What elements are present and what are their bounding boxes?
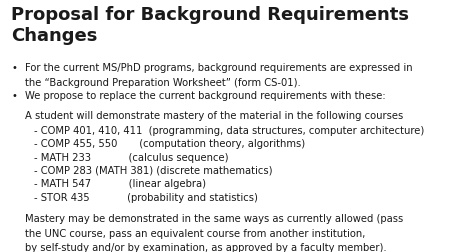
- Text: - MATH 547            (linear algebra): - MATH 547 (linear algebra): [34, 179, 206, 188]
- Text: - STOR 435            (probability and statistics): - STOR 435 (probability and statistics): [34, 192, 258, 202]
- Text: - COMP 401, 410, 411  (programming, data structures, computer architecture): - COMP 401, 410, 411 (programming, data …: [34, 125, 424, 135]
- Text: - COMP 455, 550       (computation theory, algorithms): - COMP 455, 550 (computation theory, alg…: [34, 139, 305, 149]
- Text: Proposal for Background Requirements
Changes: Proposal for Background Requirements Cha…: [11, 6, 410, 45]
- Text: - COMP 283 (MATH 381) (discrete mathematics): - COMP 283 (MATH 381) (discrete mathemat…: [34, 165, 272, 175]
- Text: by self-study and/or by examination, as approved by a faculty member).: by self-study and/or by examination, as …: [24, 242, 386, 252]
- Text: - MATH 233            (calculus sequence): - MATH 233 (calculus sequence): [34, 152, 229, 162]
- Text: the UNC course, pass an equivalent course from another institution,: the UNC course, pass an equivalent cours…: [24, 228, 365, 238]
- Text: A student will demonstrate mastery of the material in the following courses: A student will demonstrate mastery of th…: [24, 111, 403, 121]
- Text: •: •: [11, 91, 17, 101]
- Text: For the current MS/PhD programs, background requirements are expressed in: For the current MS/PhD programs, backgro…: [24, 63, 412, 73]
- Text: Mastery may be demonstrated in the same ways as currently allowed (pass: Mastery may be demonstrated in the same …: [24, 213, 403, 223]
- Text: •: •: [11, 63, 17, 73]
- Text: We propose to replace the current background requirements with these:: We propose to replace the current backgr…: [24, 91, 385, 101]
- Text: the “Background Preparation Worksheet” (form CS-01).: the “Background Preparation Worksheet” (…: [24, 77, 300, 87]
